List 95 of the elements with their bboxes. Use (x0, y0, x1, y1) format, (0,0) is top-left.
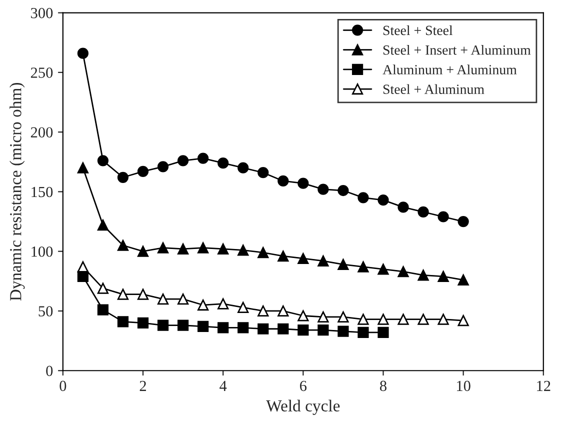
point (198, 242, 209, 254)
point (398, 314, 409, 325)
point (318, 184, 329, 195)
point (258, 246, 269, 258)
point (298, 324, 309, 336)
y-tick-label: 200 (30, 127, 53, 138)
point (438, 314, 449, 325)
point (298, 252, 309, 264)
point (378, 194, 389, 206)
x-tick-label: 10 (457, 380, 470, 392)
y-tick-label: 250 (30, 68, 53, 78)
point (258, 323, 269, 334)
point (238, 244, 249, 256)
point (97, 282, 109, 294)
point (238, 302, 249, 313)
point (238, 162, 249, 174)
point (117, 288, 129, 300)
point (378, 264, 389, 275)
point (358, 314, 369, 325)
legend-label: Steel + Insert + Aluminum (383, 44, 531, 55)
point (298, 178, 309, 189)
point (177, 293, 189, 305)
y-tick-label: 100 (32, 246, 53, 257)
point (117, 316, 129, 328)
point (198, 299, 209, 311)
x-axis-title: Weld cycle (266, 400, 340, 415)
point (218, 158, 229, 169)
point (298, 310, 309, 322)
point (117, 172, 129, 183)
point (398, 202, 409, 213)
x-tick-label: 2 (140, 380, 146, 391)
point (278, 323, 289, 334)
x-tick-label: 8 (380, 380, 386, 392)
point (358, 192, 369, 204)
point (378, 326, 389, 338)
point (418, 270, 429, 281)
point (177, 155, 189, 166)
point (338, 326, 349, 337)
point (77, 48, 88, 59)
point (258, 167, 269, 178)
point (177, 243, 189, 255)
x-tick-label: 0 (60, 380, 66, 392)
point (338, 311, 349, 322)
y-axis-title: Dynamic resistance (micro ohm) (10, 82, 25, 301)
point (198, 152, 209, 164)
point (177, 320, 189, 331)
point (318, 311, 329, 322)
point (77, 162, 88, 174)
point (157, 293, 169, 305)
point (218, 243, 229, 255)
x-tick-label: 4 (220, 380, 227, 391)
point (157, 161, 169, 172)
point (458, 274, 469, 286)
point (378, 314, 389, 325)
point (157, 320, 169, 331)
point (418, 314, 429, 325)
point (358, 326, 369, 338)
point (458, 216, 469, 228)
point (458, 314, 469, 326)
y-tick-label: 150 (32, 186, 53, 198)
point (218, 298, 229, 310)
point (338, 184, 349, 196)
point (338, 258, 349, 270)
y-tick-label: 50 (38, 306, 53, 316)
point (97, 220, 109, 231)
point (418, 206, 429, 218)
point (438, 211, 449, 222)
point (97, 155, 109, 166)
point (318, 255, 329, 266)
point (137, 246, 149, 257)
point (77, 261, 88, 272)
point (398, 266, 409, 278)
point (218, 322, 229, 334)
point (278, 250, 289, 262)
legend-label: Aluminum + Aluminum (382, 64, 517, 74)
point (137, 317, 149, 328)
point (358, 261, 369, 272)
y-tick-label: 0 (46, 366, 53, 376)
point (238, 322, 249, 334)
point (318, 324, 329, 336)
legend-label: Steel + Steel (383, 25, 453, 36)
point (258, 305, 269, 317)
x-tick-label: 12 (537, 380, 550, 391)
y-tick-label: 300 (31, 8, 53, 18)
point (278, 175, 289, 187)
point (438, 270, 449, 282)
point (198, 320, 209, 332)
point (157, 242, 169, 254)
point (117, 240, 129, 251)
point (137, 166, 149, 177)
legend-label: Steel + Aluminum (383, 84, 484, 94)
point (137, 288, 149, 300)
x-tick-label: 6 (300, 380, 307, 392)
point (278, 305, 289, 317)
point (97, 304, 109, 316)
